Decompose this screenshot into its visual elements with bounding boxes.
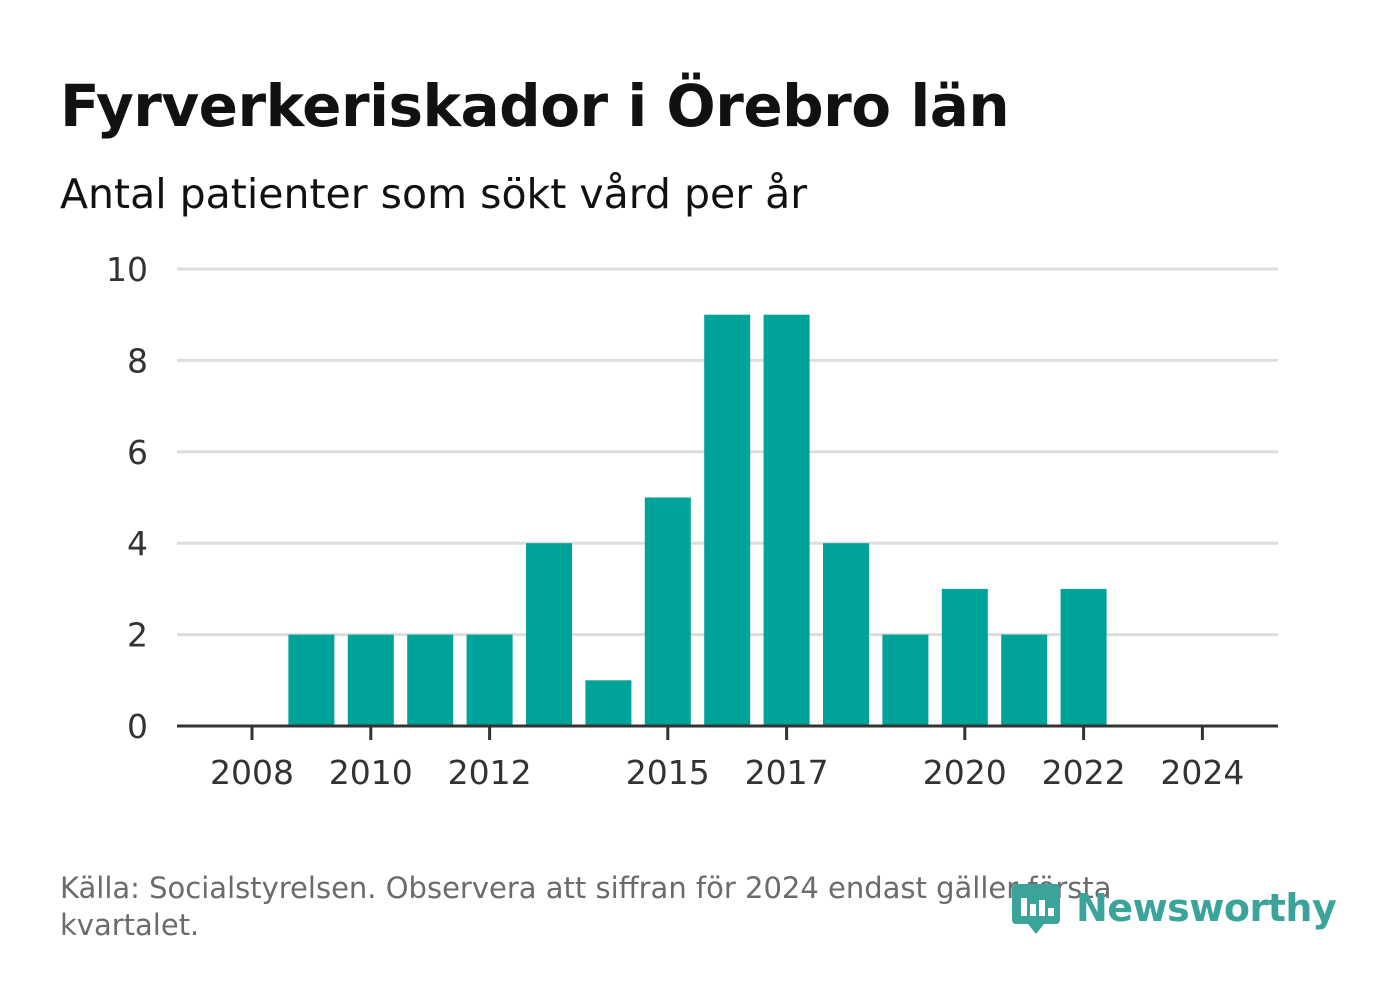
y-tick-label: 8 — [127, 341, 148, 380]
bar — [704, 314, 751, 726]
bar — [763, 314, 810, 726]
newsworthy-logo-icon — [1012, 884, 1060, 934]
chart-subtitle: Antal patienter som sökt vård per år — [60, 170, 808, 218]
x-tick-label: 2012 — [448, 753, 532, 792]
y-tick-label: 0 — [127, 707, 148, 746]
bar — [288, 634, 335, 726]
x-tick-label: 2020 — [923, 753, 1007, 792]
bar — [941, 588, 988, 726]
x-tick-label: 2017 — [745, 753, 829, 792]
brand-name: Newsworthy — [1076, 886, 1337, 930]
x-tick-label: 2022 — [1042, 753, 1126, 792]
chart-title: Fyrverkeriskador i Örebro län — [60, 72, 1010, 140]
x-tick-label: 2008 — [210, 753, 294, 792]
bar — [585, 680, 632, 726]
bar — [644, 497, 691, 726]
source-note: Källa: Socialstyrelsen. Observera att si… — [60, 871, 1112, 942]
bar — [1060, 588, 1107, 726]
bar — [882, 634, 929, 726]
y-tick-label: 10 — [106, 250, 148, 289]
bar — [347, 634, 394, 726]
y-tick-label: 2 — [127, 616, 148, 655]
bar — [823, 543, 869, 726]
bar — [526, 543, 572, 726]
y-tick-label: 6 — [127, 433, 148, 472]
brand-logo: Newsworthy — [1010, 878, 1337, 938]
bar — [407, 634, 454, 726]
bar — [1001, 634, 1048, 726]
y-tick-label: 4 — [127, 524, 148, 563]
x-tick-label: 2010 — [329, 753, 413, 792]
x-tick-label: 2015 — [626, 753, 710, 792]
bar — [466, 634, 513, 726]
x-tick-label: 2024 — [1160, 753, 1244, 792]
